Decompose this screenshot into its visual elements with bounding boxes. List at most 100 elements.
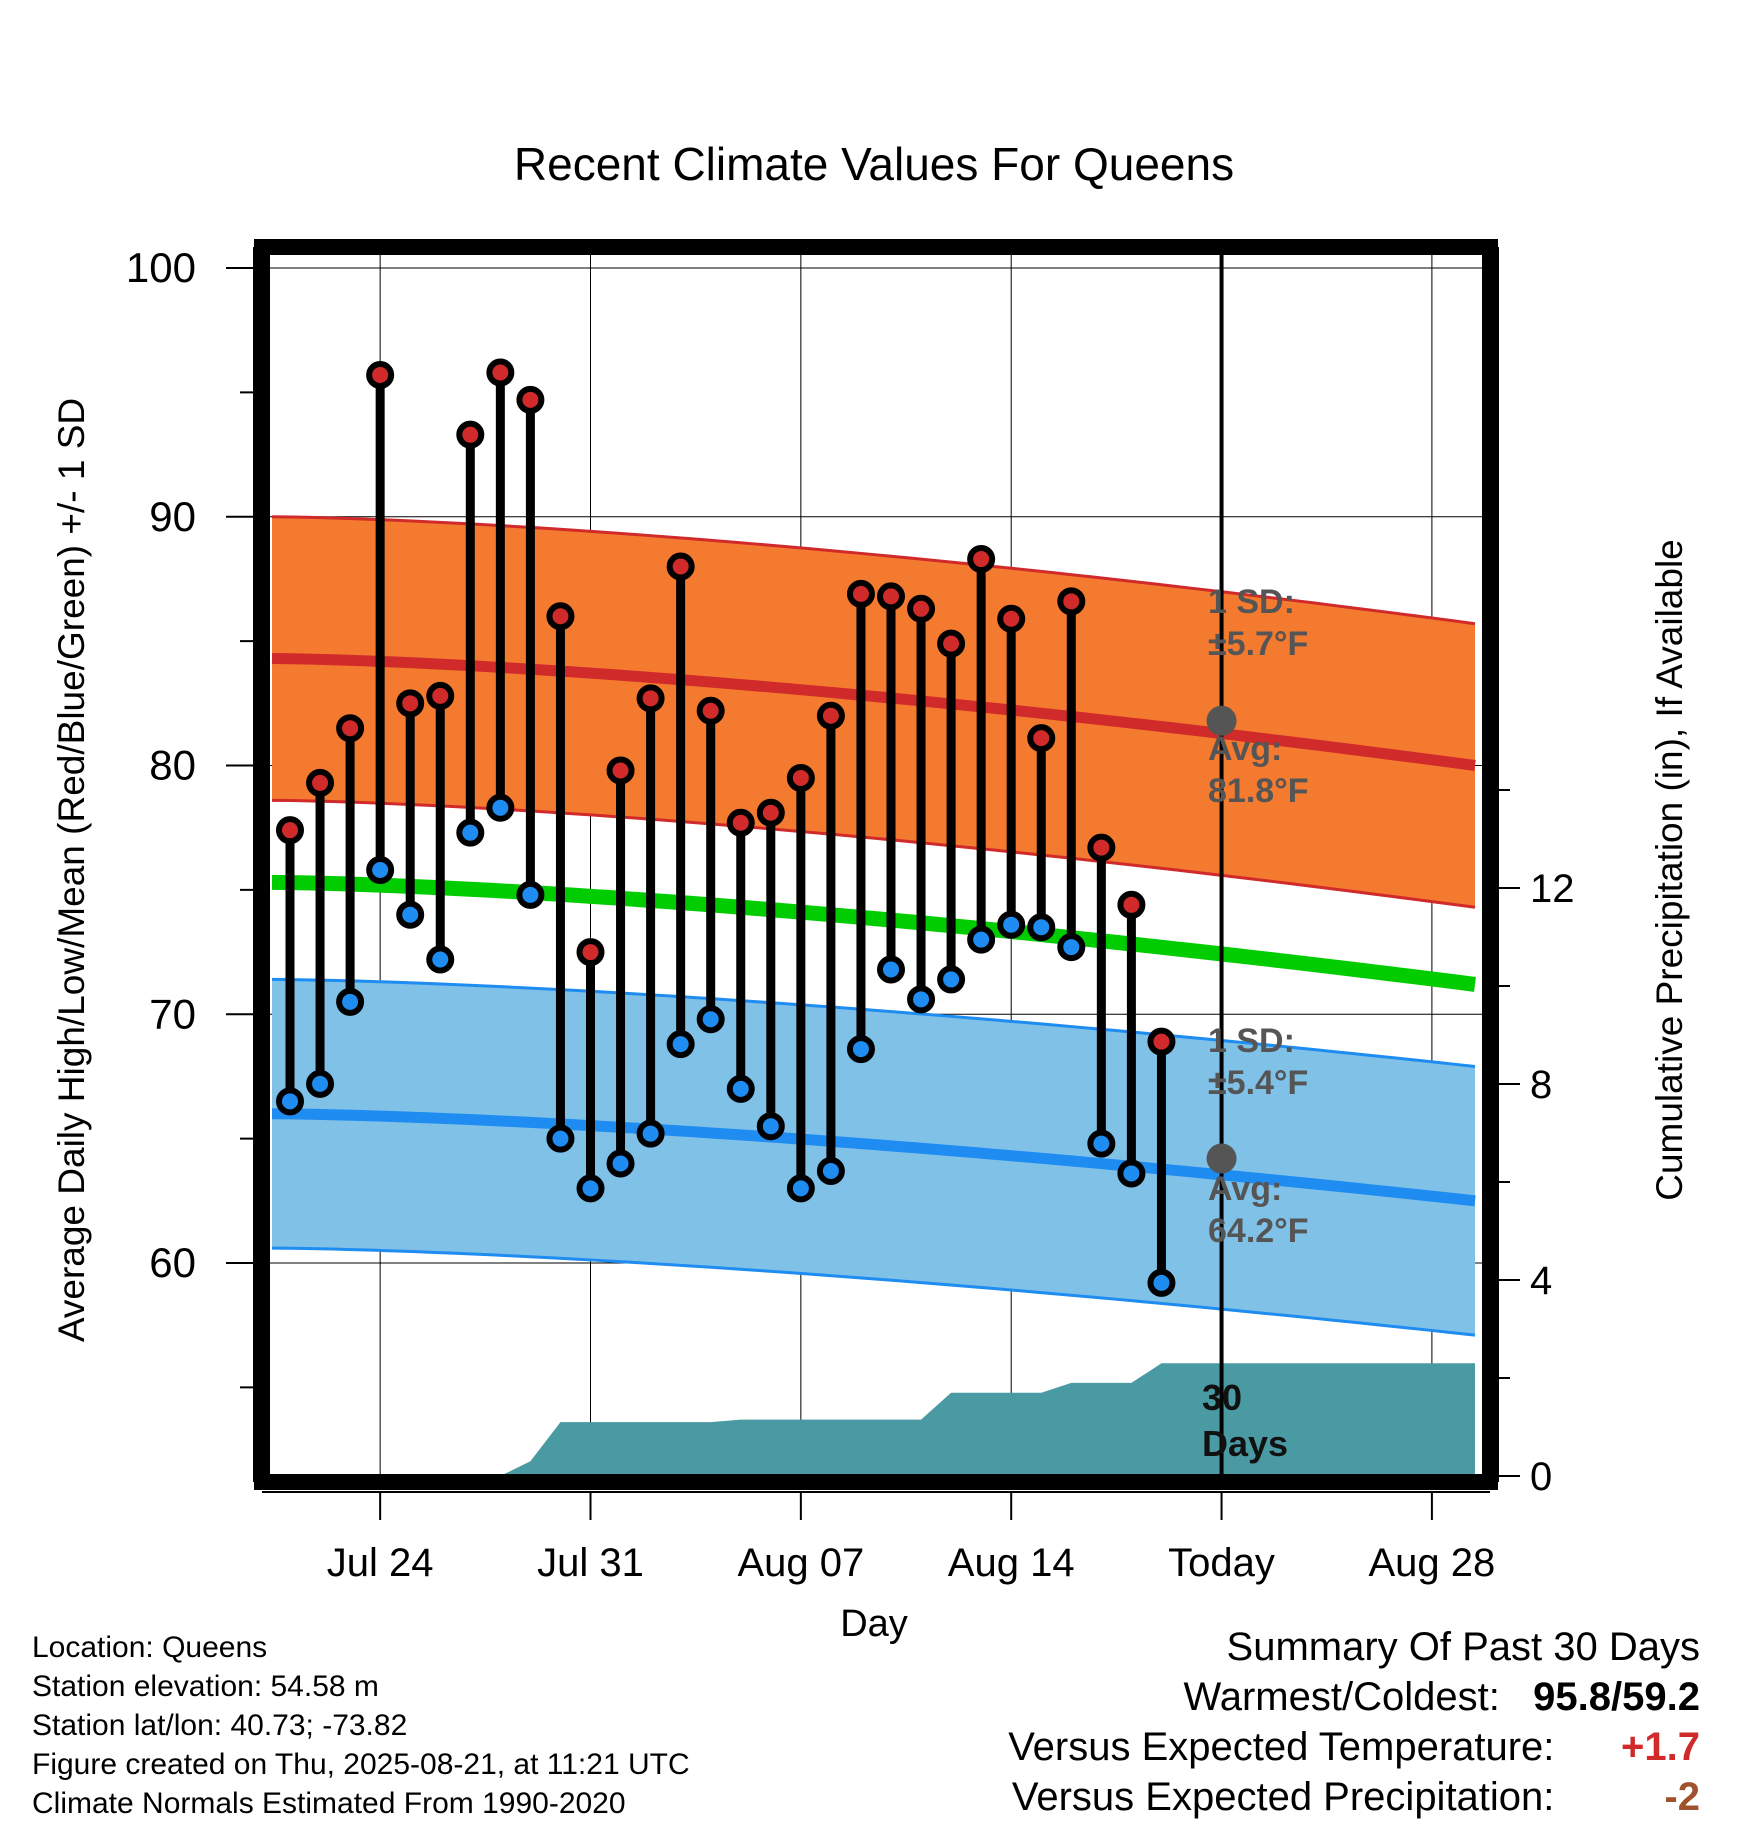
low-avg-value: 64.2°F (1208, 1212, 1309, 1250)
normal-low-lower-sd-line (271, 1246, 1476, 1337)
today-avg-low-marker (1206, 1143, 1237, 1174)
y-tick-label: 80 (149, 742, 196, 789)
low-avg-label: Avg: (1208, 1170, 1282, 1208)
high-temp-dot (816, 701, 845, 730)
high-temp-dot (1027, 724, 1056, 753)
high-avg-value: 81.8°F (1208, 772, 1309, 810)
high-temp-dot (306, 768, 335, 797)
location-text: Location: Queens (32, 1631, 268, 1664)
low-temp-dot (636, 1119, 665, 1148)
high-temp-dot (336, 714, 365, 743)
x-tick-label: Today (1168, 1541, 1275, 1585)
precip-days-label: Days (1202, 1423, 1288, 1464)
low-temp-dot (276, 1087, 304, 1116)
high-temp-dot (516, 385, 545, 414)
low-temp-dot (726, 1074, 755, 1103)
low-temp-dot (606, 1149, 635, 1178)
high-temp-dot (967, 545, 996, 574)
y-tick-label: 70 (149, 990, 196, 1037)
low-sd-value: ±5.4°F (1208, 1064, 1308, 1102)
x-axis-label: Day (840, 1603, 908, 1645)
high-temp-dot (606, 756, 635, 785)
low-temp-dot (306, 1069, 335, 1098)
x-tick-label: Jul 24 (327, 1541, 434, 1585)
station-info: Location: Queens Station elevation: 54.5… (32, 1628, 690, 1823)
low-temp-dot (907, 985, 936, 1014)
normal-mean-line (271, 874, 1476, 992)
low-temp-dot (456, 818, 485, 847)
y-axis-label: Average Daily High/Low/Mean (Red/Blue/Gr… (51, 398, 92, 1342)
low-temp-dot (1027, 913, 1056, 942)
high-temp-dot (756, 798, 785, 827)
low-temp-dot (486, 793, 515, 822)
low-temp-dot (937, 965, 966, 994)
elevation-text: Station elevation: 54.58 m (32, 1670, 379, 1703)
high-temp-dot (1087, 833, 1116, 862)
daily-bars (276, 358, 1237, 1297)
plot-frame (254, 239, 1498, 1490)
low-temp-dot (1117, 1159, 1146, 1188)
high-temp-dot (937, 629, 966, 658)
precip-row: Versus Expected Precipitation: -2 (1008, 1772, 1700, 1822)
y-tick-label: 100 (126, 244, 196, 291)
precipitation-fill (500, 1363, 1476, 1476)
high-temp-dot (1147, 1027, 1176, 1056)
low-temp-dot (546, 1124, 575, 1153)
temp-label: Versus Expected Temperature: (1008, 1725, 1555, 1769)
warm-cold-row: Warmest/Coldest: 95.8/59.2 (1008, 1672, 1700, 1722)
high-temp-dot (366, 360, 395, 389)
low-temp-dot (756, 1112, 785, 1141)
low-temp-dot (1087, 1129, 1116, 1158)
precipitation-area (500, 1363, 1476, 1476)
warm-cold-label: Warmest/Coldest: (1183, 1675, 1500, 1719)
temp-row: Versus Expected Temperature: +1.7 (1008, 1722, 1700, 1772)
y2-tick-label: 8 (1530, 1063, 1552, 1107)
low-temp-dot (967, 925, 996, 954)
summary-title: Summary Of Past 30 Days (1226, 1625, 1700, 1669)
low-temp-dot (576, 1174, 605, 1203)
y2-axis-label: Cumulative Precipitation (in), If Availa… (1649, 539, 1690, 1201)
precip-value: -2 (1664, 1775, 1700, 1819)
high-temp-dot (666, 552, 695, 581)
high-temp-dot (786, 763, 815, 792)
chart-title: Recent Climate Values For Queens (514, 138, 1234, 190)
high-temp-dot (636, 684, 665, 713)
high-sd-label: 1 SD: (1208, 583, 1295, 621)
high-temp-dot (997, 604, 1026, 633)
high-temp-dot (426, 681, 455, 710)
today-avg-high-marker (1206, 705, 1237, 736)
low-temp-dot (516, 880, 545, 909)
high-temp-dot (726, 808, 755, 837)
high-temp-dot (907, 594, 936, 623)
created-text: Figure created on Thu, 2025-08-21, at 11… (32, 1748, 690, 1781)
low-temp-dot (396, 900, 425, 929)
y2-tick-label: 4 (1530, 1259, 1552, 1303)
normal-low-avg-line (271, 1108, 1476, 1207)
low-temp-dot (816, 1156, 845, 1185)
high-sd-value: ±5.7°F (1208, 625, 1308, 663)
x-tick-label: Aug 14 (948, 1541, 1075, 1585)
warm-cold-value: 95.8/59.2 (1533, 1675, 1700, 1719)
low-temp-dot (666, 1030, 695, 1059)
high-temp-dot (877, 582, 905, 611)
x-tick-label: Aug 07 (737, 1541, 864, 1585)
low-temp-dot (426, 945, 455, 974)
normals-text: Climate Normals Estimated From 1990-2020 (32, 1787, 626, 1820)
annotations: 1 SD: ±5.7°F Avg: 81.8°F 1 SD: ±5.4°F Av… (1202, 583, 1309, 1464)
low-temp-dot (846, 1035, 875, 1064)
normal-low-upper-sd-line (271, 977, 1476, 1068)
low-temp-dot (696, 1005, 725, 1034)
temp-value: +1.7 (1621, 1725, 1700, 1769)
low-temp-dot (366, 855, 395, 884)
x-tick-label: Aug 28 (1369, 1541, 1496, 1585)
high-temp-dot (276, 816, 304, 845)
high-temp-dot (1057, 587, 1086, 616)
y-tick-label: 60 (149, 1239, 196, 1286)
y-tick-label: 90 (149, 493, 196, 540)
high-avg-label: Avg: (1208, 730, 1282, 768)
high-temp-dot (546, 602, 575, 631)
latlon-text: Station lat/lon: 40.73; -73.82 (32, 1709, 408, 1742)
low-temp-dot (786, 1174, 815, 1203)
low-temp-dot (997, 910, 1026, 939)
